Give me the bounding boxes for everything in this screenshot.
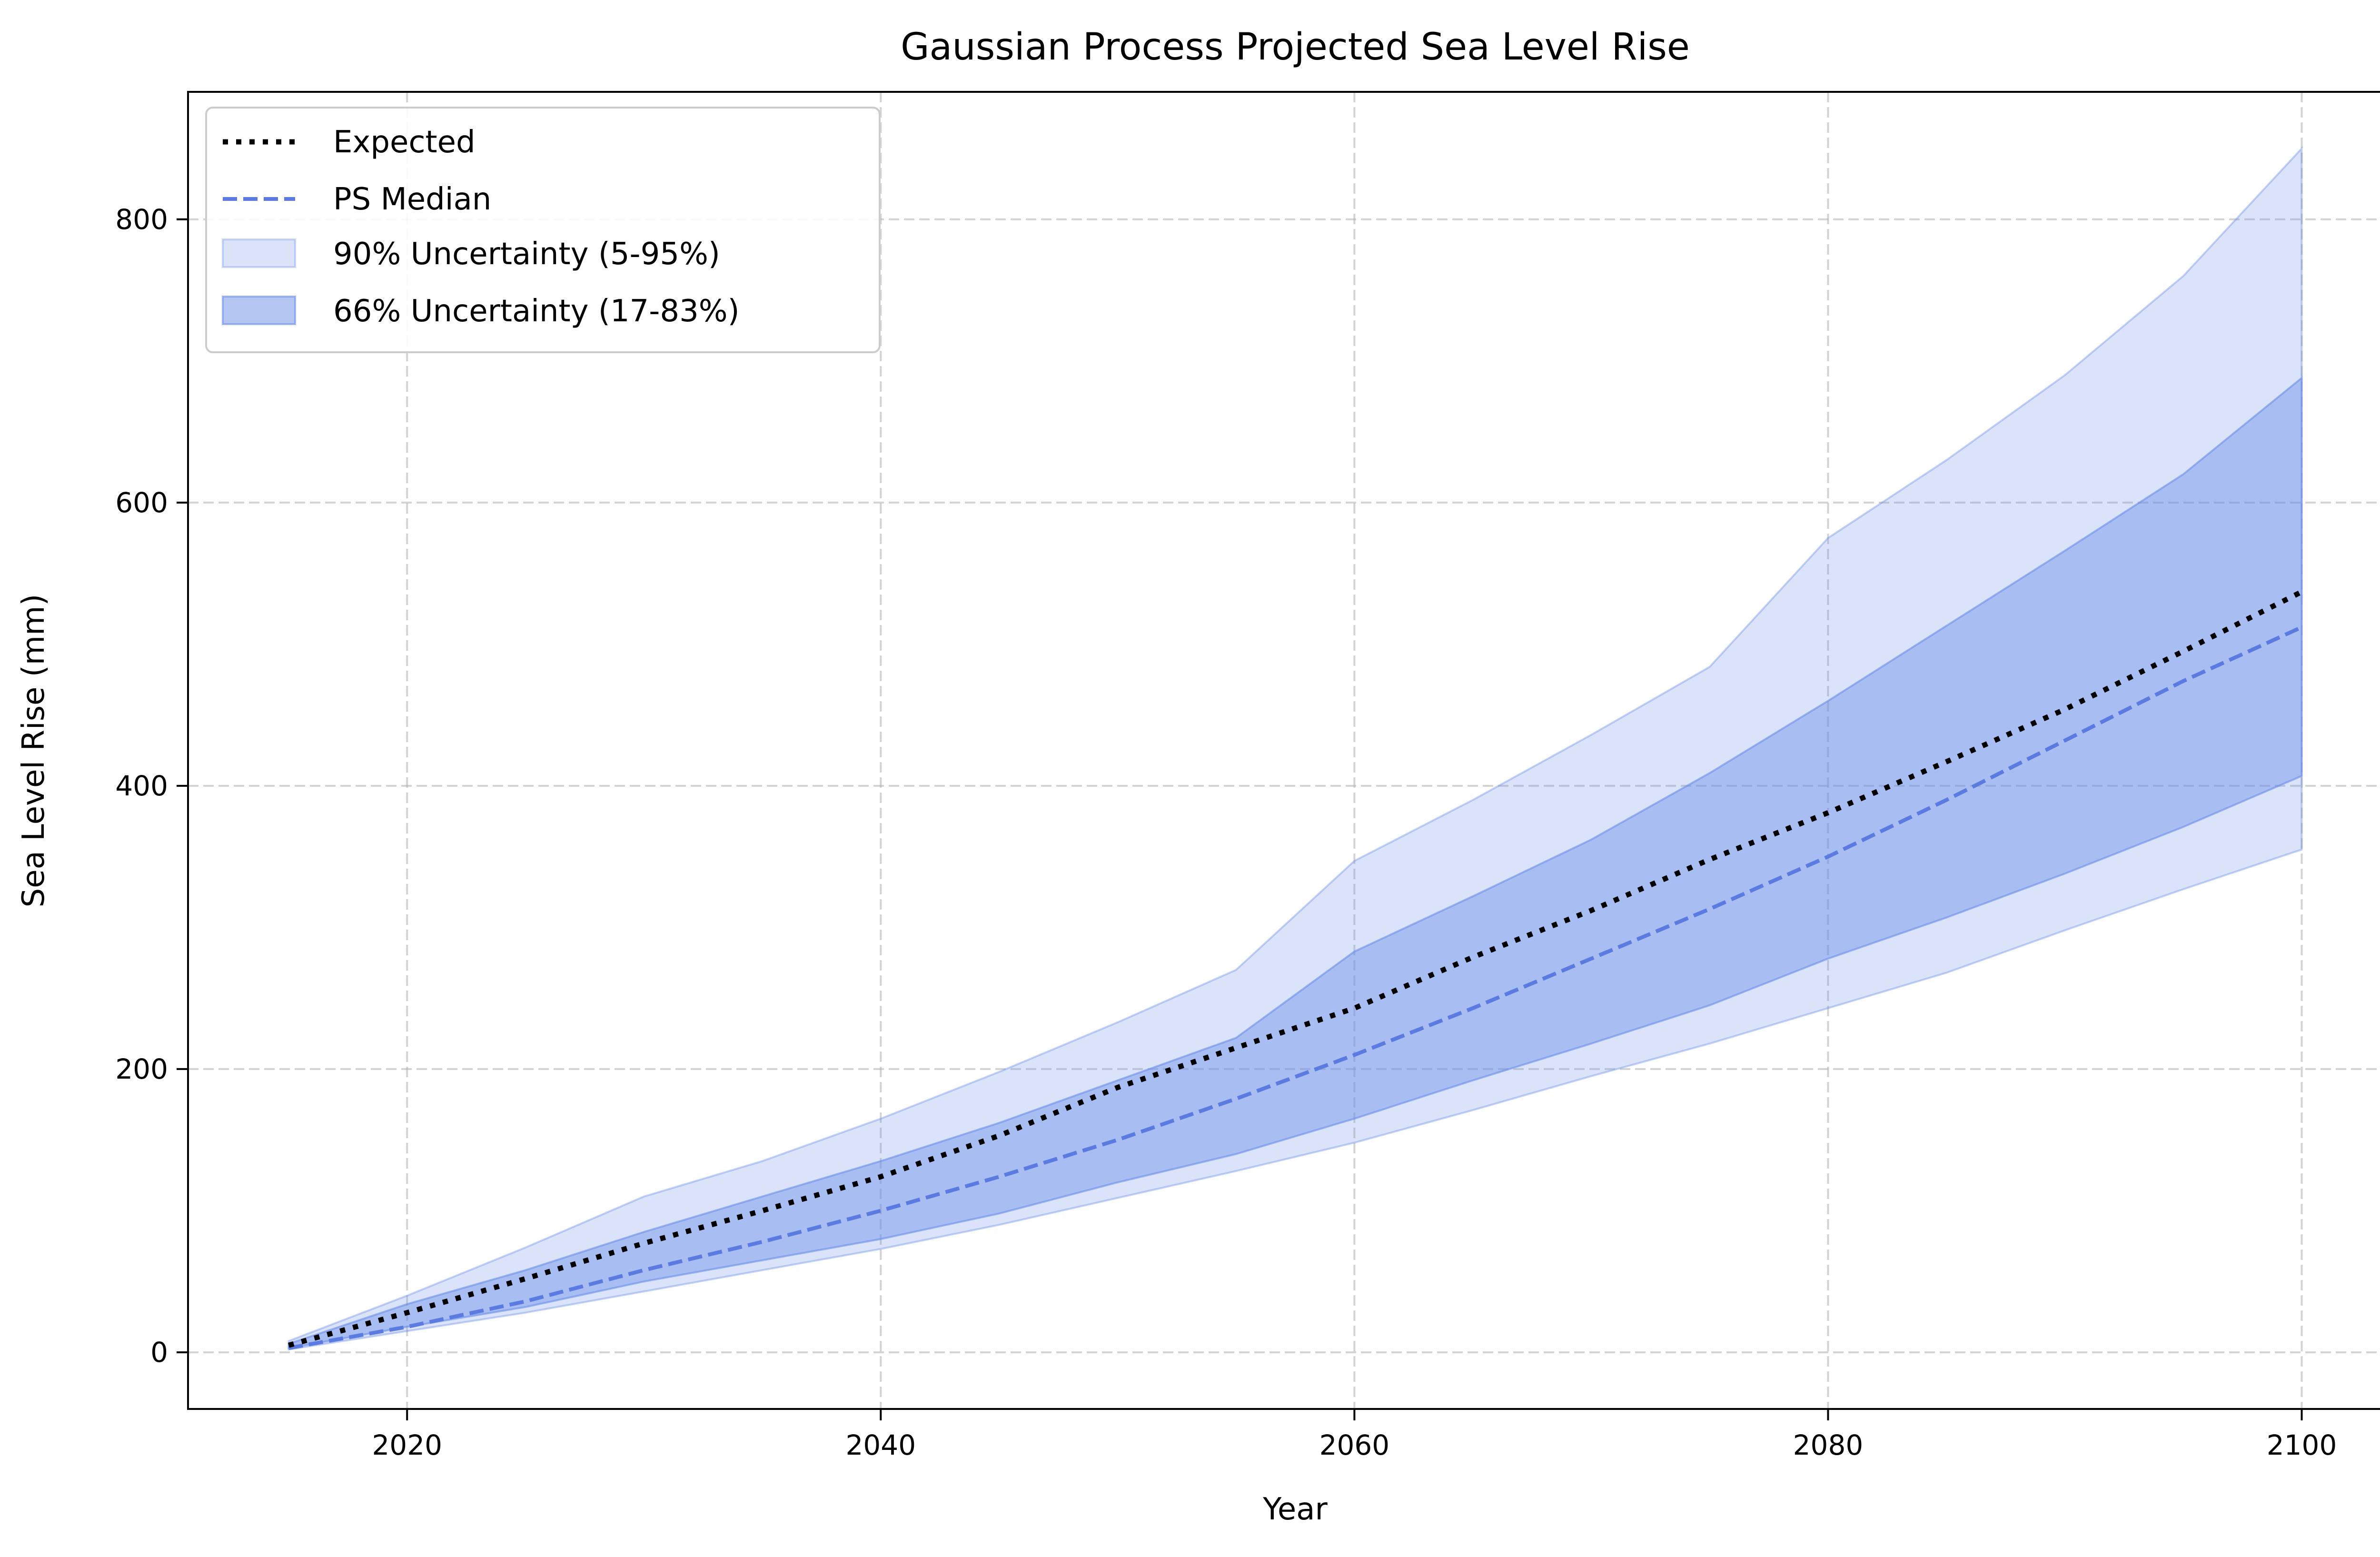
series-line-ps-median bbox=[288, 625, 2303, 1350]
x-tick-label-2040: 2040 bbox=[846, 1429, 916, 1461]
legend-label-66-uncertainty: 66% Uncertainty (17-83%) bbox=[333, 294, 740, 329]
uncertainty-bands bbox=[288, 146, 2303, 1351]
x-tick-label-2020: 2020 bbox=[372, 1429, 442, 1461]
legend-label-90-uncertainty: 90% Uncertainty (5-95%) bbox=[333, 237, 720, 272]
y-tick-label-400: 400 bbox=[115, 770, 168, 802]
x-tick-label-2060: 2060 bbox=[1319, 1429, 1390, 1461]
y-tick-label-600: 600 bbox=[115, 486, 168, 519]
x-tick-label-2080: 2080 bbox=[1793, 1429, 1864, 1461]
y-tick-label-200: 200 bbox=[115, 1053, 168, 1085]
band-66-uncertainty-17-83 bbox=[288, 376, 2303, 1349]
legend-frame bbox=[205, 107, 881, 353]
x-axis-label: Year bbox=[1262, 1492, 1328, 1527]
y-axis-label: Sea Level Rise (mm) bbox=[16, 594, 51, 908]
legend-swatch-90-uncertainty bbox=[222, 238, 296, 268]
y-tick-label-0: 0 bbox=[150, 1336, 168, 1369]
legend-swatch-66-uncertainty bbox=[222, 296, 296, 325]
series-lines bbox=[288, 589, 2303, 1350]
y-tick-label-800: 800 bbox=[115, 203, 168, 236]
x-tick-label-2100: 2100 bbox=[2267, 1429, 2337, 1461]
x-axis-ticks: 2020 2040 2060 2080 2100 bbox=[372, 1409, 2337, 1461]
plot-frame bbox=[187, 91, 2380, 1410]
legend-label-expected: Expected bbox=[333, 125, 476, 160]
legend: Expected PS Median 90% Uncertainty (5-95… bbox=[205, 107, 881, 353]
y-axis-ticks: 0 200 400 600 800 bbox=[115, 203, 188, 1369]
legend-label-ps-median: PS Median bbox=[333, 182, 491, 217]
series-line-expected bbox=[288, 589, 2303, 1348]
band-90-uncertainty-5-95 bbox=[288, 146, 2303, 1351]
chart-title: Gaussian Process Projected Sea Level Ris… bbox=[901, 26, 1690, 69]
grid bbox=[188, 92, 2380, 1409]
